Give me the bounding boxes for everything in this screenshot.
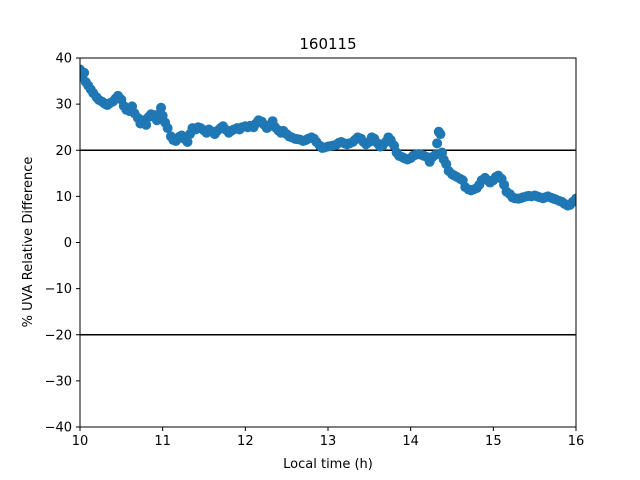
y-tick-label: −40 bbox=[45, 421, 72, 436]
data-point bbox=[182, 136, 193, 147]
x-tick-label: 16 bbox=[568, 434, 585, 449]
y-tick-label: 30 bbox=[55, 98, 72, 113]
data-points bbox=[80, 64, 576, 211]
x-tick-label: 14 bbox=[402, 434, 419, 449]
x-axis-label: Local time (h) bbox=[283, 457, 373, 472]
x-tick-label: 12 bbox=[237, 434, 254, 449]
y-axis-label: % UVA Relative Difference bbox=[21, 157, 36, 328]
x-axis-ticks: 10 11 12 13 14 15 16 bbox=[72, 427, 585, 449]
y-tick-label: 0 bbox=[64, 236, 72, 251]
data-point bbox=[571, 193, 576, 204]
y-axis-ticks: −40 −30 −20 −10 0 10 20 30 40 bbox=[45, 52, 80, 436]
y-tick-label: −30 bbox=[45, 374, 72, 389]
data-point bbox=[156, 102, 167, 113]
y-tick-label: 40 bbox=[55, 52, 72, 67]
data-point bbox=[435, 129, 446, 140]
x-tick-label: 11 bbox=[154, 434, 171, 449]
x-tick-label: 13 bbox=[320, 434, 337, 449]
data-point bbox=[80, 67, 90, 78]
x-tick-label: 10 bbox=[72, 434, 89, 449]
y-tick-label: 20 bbox=[55, 144, 72, 159]
data-point bbox=[162, 123, 173, 134]
y-tick-label: 10 bbox=[55, 190, 72, 205]
y-tick-label: −20 bbox=[45, 328, 72, 343]
data-point bbox=[141, 119, 152, 130]
x-tick-label: 15 bbox=[485, 434, 502, 449]
chart-title: 160115 bbox=[299, 35, 356, 53]
y-tick-label: −10 bbox=[45, 282, 72, 297]
data-point bbox=[432, 138, 443, 149]
